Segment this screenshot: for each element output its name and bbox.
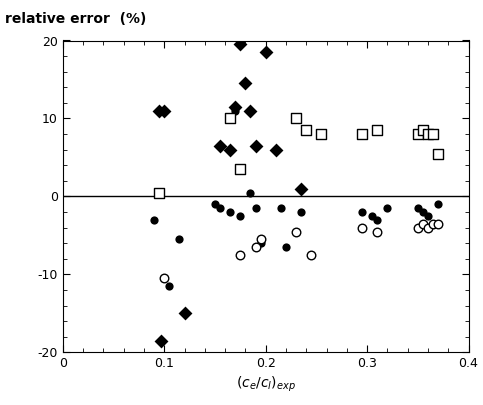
Point xyxy=(157,337,165,344)
Point xyxy=(226,146,234,153)
Point xyxy=(257,236,265,243)
Point xyxy=(211,201,219,207)
Point xyxy=(434,201,442,207)
Point xyxy=(434,150,442,157)
Point xyxy=(156,189,163,196)
Point xyxy=(236,252,244,258)
Point xyxy=(434,220,442,227)
Point xyxy=(297,209,305,215)
Point xyxy=(414,205,422,211)
X-axis label: $(c_e/c_l)_{exp}$: $(c_e/c_l)_{exp}$ xyxy=(236,374,296,394)
Point xyxy=(358,209,366,215)
Point xyxy=(419,220,427,227)
Point xyxy=(429,131,437,137)
Point xyxy=(150,217,158,223)
Point xyxy=(160,275,168,281)
Point xyxy=(282,244,290,250)
Point xyxy=(424,213,432,219)
Point xyxy=(176,236,184,243)
Point xyxy=(226,209,234,215)
Point xyxy=(252,143,259,149)
Point xyxy=(160,107,168,114)
Point xyxy=(358,131,366,137)
Point xyxy=(373,228,381,235)
Point xyxy=(252,244,259,250)
Point xyxy=(429,220,437,227)
Point xyxy=(292,115,300,122)
Point xyxy=(247,189,255,196)
Point xyxy=(216,205,224,211)
Point xyxy=(156,107,163,114)
Point xyxy=(424,224,432,231)
Point xyxy=(236,213,244,219)
Point xyxy=(318,131,326,137)
Point xyxy=(165,283,173,289)
Point xyxy=(262,49,270,55)
Point xyxy=(272,146,280,153)
Point xyxy=(414,131,422,137)
Point xyxy=(419,209,427,215)
Point xyxy=(181,310,188,317)
Point xyxy=(419,127,427,133)
Point xyxy=(424,131,432,137)
Point xyxy=(373,127,381,133)
Point xyxy=(358,224,366,231)
Point xyxy=(226,115,234,122)
Point xyxy=(252,205,259,211)
Point xyxy=(414,224,422,231)
Point xyxy=(216,143,224,149)
Point xyxy=(297,185,305,192)
Point xyxy=(242,80,249,87)
Text: relative error  (%): relative error (%) xyxy=(5,12,146,26)
Point xyxy=(231,104,239,110)
Point xyxy=(373,217,381,223)
Point xyxy=(384,205,391,211)
Point xyxy=(247,107,255,114)
Point xyxy=(156,189,163,196)
Point xyxy=(236,166,244,173)
Point xyxy=(236,41,244,48)
Point xyxy=(292,228,300,235)
Point xyxy=(231,107,239,114)
Point xyxy=(257,240,265,246)
Point xyxy=(369,213,376,219)
Point xyxy=(302,127,310,133)
Point xyxy=(277,205,285,211)
Point xyxy=(308,252,315,258)
